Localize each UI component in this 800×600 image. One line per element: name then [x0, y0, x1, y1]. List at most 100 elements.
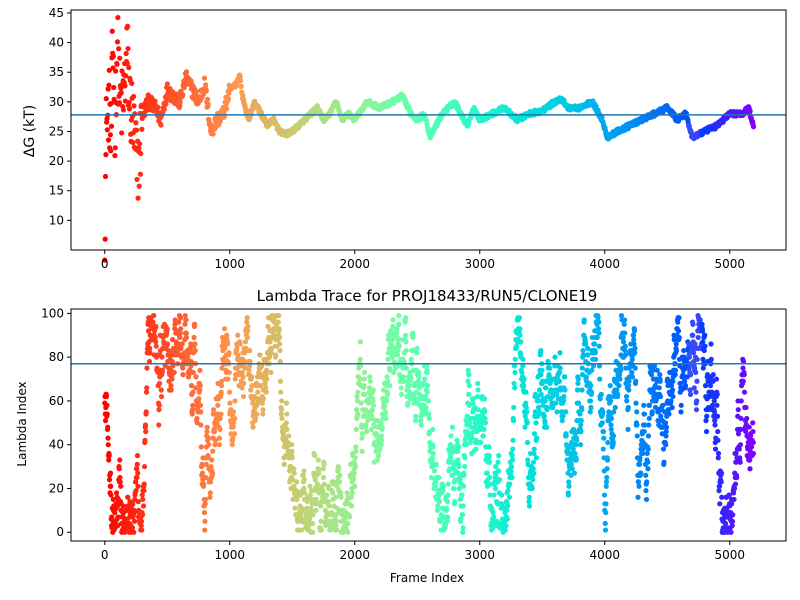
- lambda-point: [496, 453, 502, 459]
- lambda-point: [463, 442, 470, 448]
- lambda-point: [690, 332, 696, 338]
- delta-g-point: [183, 69, 190, 75]
- lambda-point: [334, 483, 340, 489]
- lambda-point: [473, 446, 479, 452]
- lambda-point: [198, 409, 204, 415]
- lambda-point: [330, 479, 337, 485]
- delta-g-point: [137, 171, 143, 177]
- lambda-point: [641, 411, 648, 417]
- lambda-point: [379, 424, 385, 430]
- delta-g-point: [130, 139, 136, 146]
- delta-g-point: [136, 145, 142, 151]
- lambda-point: [491, 492, 497, 498]
- lambda-point: [454, 437, 460, 443]
- lambda-point: [607, 383, 613, 389]
- lambda-point: [700, 339, 706, 345]
- lambda-point: [733, 450, 739, 457]
- lambda-point: [133, 479, 139, 485]
- lambda-point: [359, 431, 366, 437]
- lambda-point: [418, 422, 424, 428]
- lambda-point: [470, 396, 476, 402]
- lambda-point: [384, 391, 391, 397]
- lambda-point: [591, 341, 598, 347]
- lambda-point: [284, 426, 290, 432]
- lambda-point: [415, 378, 421, 384]
- lambda-point: [202, 518, 208, 524]
- lambda-point: [255, 389, 261, 395]
- lambda-point: [563, 409, 569, 415]
- lambda-point: [315, 457, 321, 463]
- delta-g-point: [107, 132, 113, 138]
- lambda-point: [143, 409, 149, 415]
- lambda-point: [707, 383, 714, 389]
- y-tick-label: 40: [49, 36, 64, 50]
- lambda-point: [245, 323, 251, 330]
- lambda-point: [254, 411, 260, 417]
- delta-g-point: [126, 106, 133, 112]
- lambda-point: [636, 461, 643, 467]
- lambda-point: [457, 477, 463, 483]
- lambda-point: [565, 492, 572, 498]
- lambda-point: [361, 369, 368, 376]
- lambda-point: [168, 383, 174, 389]
- lambda-points: [102, 312, 757, 535]
- lambda-point: [151, 312, 157, 319]
- lambda-point: [387, 367, 393, 373]
- lambda-point: [664, 376, 671, 382]
- lambda-point: [153, 343, 159, 349]
- lambda-point: [428, 474, 434, 481]
- lambda-point: [389, 337, 396, 343]
- lambda-point: [252, 415, 259, 422]
- delta-g-point: [125, 23, 131, 29]
- lambda-point: [715, 428, 721, 435]
- lambda-point: [542, 398, 548, 404]
- lambda-point: [673, 347, 680, 354]
- lambda-point: [560, 413, 566, 419]
- lambda-point: [260, 407, 266, 413]
- lambda-point: [242, 358, 248, 365]
- lambda-point: [410, 330, 416, 336]
- delta-g-point: [161, 106, 167, 112]
- lambda-point: [359, 435, 365, 441]
- delta-g-point: [118, 90, 124, 96]
- lambda-point: [579, 387, 585, 393]
- lambda-point: [400, 374, 407, 380]
- lambda-point: [738, 415, 744, 422]
- lambda-point: [573, 457, 579, 463]
- lambda-point: [634, 422, 640, 428]
- lambda-point: [357, 376, 363, 382]
- lambda-point: [624, 398, 630, 404]
- lambda-point: [109, 514, 115, 520]
- lambda-point: [505, 503, 511, 509]
- lambda-point: [289, 455, 295, 461]
- delta-g-point: [210, 131, 216, 137]
- lambda-point: [633, 400, 639, 406]
- lambda-point: [700, 365, 706, 371]
- lambda-point: [718, 479, 724, 485]
- lambda-point: [561, 393, 567, 400]
- lambda-point: [702, 343, 708, 349]
- lambda-point: [267, 339, 273, 345]
- lambda-point: [131, 518, 138, 524]
- lambda-point: [401, 378, 407, 384]
- lambda-point: [248, 387, 254, 393]
- lambda-point: [612, 404, 618, 411]
- lambda-point: [434, 507, 441, 513]
- lambda-point: [455, 448, 461, 454]
- lambda-point: [456, 485, 462, 492]
- lambda-point: [192, 321, 198, 327]
- lambda-point: [579, 365, 585, 371]
- lambda-point: [353, 426, 359, 432]
- lambda-point: [159, 367, 166, 373]
- lambda-point: [556, 378, 563, 384]
- lambda-point: [209, 457, 215, 463]
- lambda-point: [315, 485, 321, 492]
- lambda-point: [644, 479, 650, 485]
- lambda-point: [608, 422, 614, 428]
- lambda-point: [620, 339, 627, 345]
- lambda-point: [422, 376, 428, 382]
- lambda-point: [290, 477, 296, 483]
- lambda-point: [578, 418, 584, 424]
- lambda-point: [263, 385, 269, 391]
- lambda-point: [426, 415, 432, 422]
